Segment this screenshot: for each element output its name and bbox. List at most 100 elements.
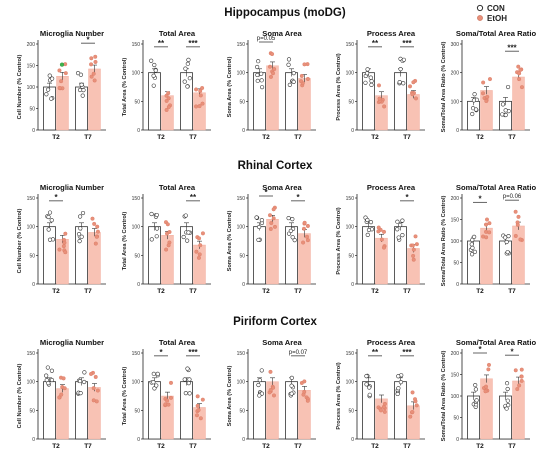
point-con xyxy=(365,232,370,237)
point-etoh xyxy=(194,104,199,109)
chart-title: Process Area xyxy=(367,338,416,347)
point-con xyxy=(396,374,401,379)
point-con xyxy=(505,250,510,255)
bar-con xyxy=(148,72,161,131)
point-con xyxy=(186,230,191,235)
point-con xyxy=(82,379,87,385)
point-etoh xyxy=(517,77,522,82)
point-etoh xyxy=(57,85,62,90)
chart-title: Microglia Number xyxy=(40,338,104,347)
point-etoh xyxy=(268,74,273,79)
point-con xyxy=(44,373,49,378)
chart-panel-10: Soma/Total Area Ratio 0 50 100 150 200 Soma/To… xyxy=(441,183,536,295)
point-con xyxy=(153,68,158,73)
point-con xyxy=(151,83,156,88)
y-tick-label: 50 xyxy=(29,253,35,259)
point-con xyxy=(77,239,82,244)
point-con xyxy=(500,112,505,117)
y-tick-label: 200 xyxy=(451,351,460,357)
bar-con xyxy=(467,100,480,131)
point-con xyxy=(44,92,49,97)
point-con xyxy=(368,220,374,225)
point-etoh xyxy=(198,416,203,421)
chart-panel-3: Soma Area 0 50 100 150 Soma Area (% Control) T… xyxy=(227,29,316,141)
y-axis-label: Cell Number (% Control) xyxy=(17,364,23,429)
y-tick-label: 100 xyxy=(237,71,246,77)
y-tick-label: 100 xyxy=(346,225,355,231)
y-tick-label: 100 xyxy=(237,380,246,386)
significance-label: * xyxy=(478,345,482,354)
y-tick-label: 100 xyxy=(132,380,141,386)
chart-title: Microglia Number xyxy=(40,183,104,192)
significance-label: *** xyxy=(402,39,412,48)
point-etoh xyxy=(271,393,276,398)
point-con xyxy=(500,102,506,107)
point-con xyxy=(185,238,190,243)
chart-title: Total Area xyxy=(159,29,196,38)
x-tick-label: T7 xyxy=(403,443,411,450)
point-con xyxy=(504,406,509,411)
point-etoh xyxy=(198,88,203,93)
point-etoh xyxy=(272,224,277,229)
y-tick-label: 150 xyxy=(237,351,246,357)
point-con xyxy=(395,391,400,397)
point-etoh xyxy=(90,216,95,221)
point-con xyxy=(469,252,475,257)
y-tick-label: 150 xyxy=(237,196,246,202)
point-con xyxy=(46,87,51,92)
point-con xyxy=(397,80,402,85)
chart-panel-12: Total Area 0 50 100 150 Total Area (% Control… xyxy=(122,338,211,450)
point-con xyxy=(286,62,291,67)
x-tick-label: T2 xyxy=(157,288,165,295)
point-con xyxy=(398,380,404,385)
point-etoh xyxy=(382,409,387,414)
chart-title: Process Area xyxy=(367,29,416,38)
point-etoh xyxy=(197,252,202,257)
point-etoh xyxy=(61,376,66,381)
point-etoh xyxy=(92,78,97,83)
point-con xyxy=(470,111,475,117)
y-tick-label: 100 xyxy=(27,380,36,386)
point-etoh xyxy=(382,401,387,406)
point-etoh xyxy=(167,230,172,235)
y-tick-label: 50 xyxy=(348,253,354,259)
y-tick-label: 100 xyxy=(451,99,460,105)
chart-panel-1: Microglia Number 0 50 100 150 200 Cell Number … xyxy=(17,29,106,141)
point-etoh xyxy=(376,225,381,230)
point-etoh xyxy=(484,99,489,104)
point-etoh xyxy=(59,392,64,397)
y-tick-label: 0 xyxy=(351,282,354,288)
point-con xyxy=(288,228,293,233)
point-con xyxy=(256,382,261,388)
bar-etoh xyxy=(512,76,525,131)
point-etoh xyxy=(197,104,202,109)
point-con xyxy=(77,378,83,384)
bar-etoh xyxy=(407,248,420,285)
y-tick-label: 150 xyxy=(132,351,141,357)
point-con xyxy=(473,387,479,392)
y-tick-label: 0 xyxy=(137,282,140,288)
point-con xyxy=(290,217,295,222)
point-etoh xyxy=(413,397,418,402)
y-tick-label: 50 xyxy=(348,408,354,414)
x-tick-label: T2 xyxy=(371,288,379,295)
point-con xyxy=(155,371,160,376)
x-tick-label: T7 xyxy=(403,288,411,295)
point-con xyxy=(46,227,51,232)
y-tick-label: 150 xyxy=(132,196,141,202)
point-con xyxy=(503,235,508,240)
point-con xyxy=(186,57,191,62)
x-tick-label: T7 xyxy=(508,134,516,141)
point-con xyxy=(149,237,154,242)
point-con xyxy=(401,57,406,62)
y-axis-label: Process Area (% Control) xyxy=(336,207,342,274)
bar-etoh xyxy=(88,232,101,285)
bar-con xyxy=(75,86,88,131)
point-etoh xyxy=(516,64,521,69)
y-tick-label: 200 xyxy=(451,71,460,77)
x-tick-label: T7 xyxy=(508,288,516,295)
y-tick-label: 150 xyxy=(27,351,36,357)
bar-con xyxy=(253,226,266,285)
point-etoh xyxy=(93,241,98,246)
x-tick-label: T2 xyxy=(52,443,60,450)
